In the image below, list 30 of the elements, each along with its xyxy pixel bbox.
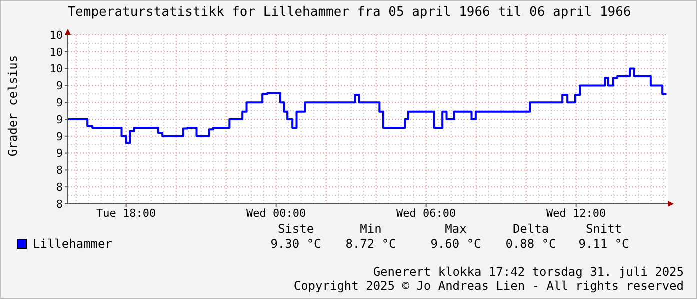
text: 0.88 °C — [504, 237, 558, 251]
y-tick-label: 9 — [56, 80, 63, 93]
text: Delta — [512, 222, 550, 236]
x-tick-label: Wed 06:00 — [396, 206, 456, 220]
text: Snitt — [584, 222, 624, 236]
text: Generert klokka 17:42 torsdag 31. juli 2025 — [373, 265, 684, 279]
y-tick-label: 9 — [56, 96, 63, 110]
y-tick-label: 10 — [50, 46, 63, 59]
y-tick-label: 10 — [50, 28, 63, 42]
text: 9.60 °C — [430, 237, 482, 251]
text: 9.11 °C — [578, 237, 630, 251]
y-tick-label: 9 — [56, 113, 63, 126]
x-tick-label: Wed 12:00 — [546, 206, 606, 220]
chart-title: Temperaturstatistikk for Lillehammer fra 05 april 1966 til 06 april 1966 — [66, 5, 632, 20]
text: Copyright 2025 © Jo Andreas Lien - All rights reserved — [294, 279, 684, 293]
y-tick-label: 8 — [56, 198, 63, 211]
x-tick-label: Tue 18:00 — [96, 206, 156, 220]
legend-label: Lillehammer — [33, 237, 112, 251]
text: Min — [359, 222, 383, 236]
y-axis-title: Grader celsius — [6, 55, 20, 157]
text: 8.72 °C — [344, 237, 398, 251]
x-tick-label: Wed 00:00 — [246, 206, 306, 220]
text: 9.30 °C — [270, 237, 322, 251]
y-tick-label: 8 — [56, 181, 63, 194]
y-tick-label: 9 — [56, 130, 63, 144]
text: Max — [444, 222, 468, 236]
y-tick-label: 9 — [56, 147, 63, 160]
text: Siste — [276, 222, 316, 236]
y-tick-label: 10 — [50, 62, 63, 76]
y-tick-label: 8 — [56, 164, 63, 178]
